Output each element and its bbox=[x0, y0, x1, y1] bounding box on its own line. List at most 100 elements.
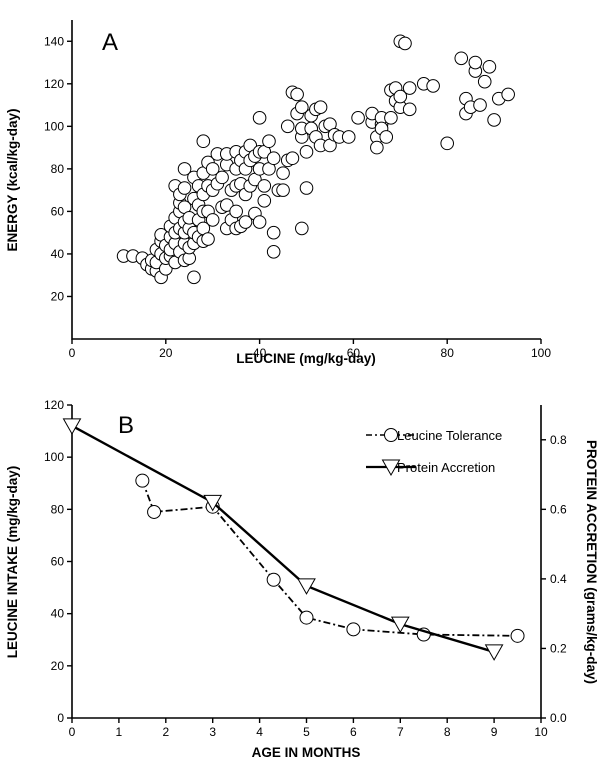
panel-a-x-tick-label: 0 bbox=[69, 346, 76, 360]
panel-a-x-tick-label: 20 bbox=[159, 346, 173, 360]
panel-b-label: B bbox=[118, 412, 134, 439]
panel-b-x-tick-label: 1 bbox=[116, 725, 123, 739]
panel-b-x-tick-label: 2 bbox=[162, 725, 169, 739]
scatter-point bbox=[187, 270, 201, 285]
panel-a-x-axis-label: LEUCINE (mg/kg-day) bbox=[236, 351, 376, 366]
panel-a-data-points bbox=[116, 34, 515, 285]
scatter-point bbox=[313, 100, 328, 114]
scatter-point bbox=[398, 36, 412, 51]
scatter-point bbox=[252, 215, 267, 229]
scatter-point bbox=[384, 111, 398, 125]
panel-b-left-y-ticks: 0 20 40 60 80 100 120 bbox=[44, 398, 72, 725]
panel-a-y-tick-label: 80 bbox=[51, 162, 65, 176]
scatter-point bbox=[454, 51, 469, 66]
scatter-point bbox=[440, 136, 455, 151]
scatter-point bbox=[295, 221, 309, 236]
scatter-point bbox=[266, 225, 281, 240]
scatter-point bbox=[257, 179, 272, 193]
panel-a-x-tick-label: 60 bbox=[347, 346, 361, 360]
scatter-point bbox=[426, 79, 440, 93]
panel-a-x-ticks: 0 20 40 60 80 100 bbox=[69, 339, 551, 360]
panel-a-scatter-chart: A 0 20 40 60 80 100 20 40 60 80 100 120 140 LEUCINE… bbox=[5, 20, 551, 366]
panel-a-y-tick-label: 60 bbox=[51, 204, 65, 218]
scatter-point bbox=[177, 162, 192, 176]
scatter-point bbox=[379, 130, 394, 144]
panel-b-x-tick-label: 7 bbox=[397, 725, 404, 739]
panel-a-y-tick-label: 20 bbox=[51, 289, 65, 303]
scatter-point bbox=[477, 74, 492, 89]
panel-b-right-y-axis-label: PROTEIN ACCRETION (grams/kg-day) bbox=[584, 440, 599, 684]
leucine-tolerance-point bbox=[299, 610, 314, 625]
panel-b-x-tick-label: 8 bbox=[444, 725, 451, 739]
scatter-point bbox=[205, 162, 220, 176]
panel-b-x-tick-label: 4 bbox=[256, 725, 263, 739]
scatter-point bbox=[215, 170, 229, 185]
panel-b-left-y-tick-label: 0 bbox=[57, 711, 64, 725]
panel-b-left-y-tick-label: 80 bbox=[51, 502, 65, 516]
panel-a-y-ticks: 20 40 60 80 100 120 140 bbox=[44, 34, 72, 303]
panel-a-y-axis-label: ENERGY (kcal/kg-day) bbox=[5, 108, 20, 251]
panel-b-x-tick-label: 3 bbox=[209, 725, 216, 739]
scatter-point bbox=[238, 215, 253, 229]
legend-leucine-tolerance-label: Leucine Tolerance bbox=[397, 428, 502, 443]
panel-b-x-tick-label: 10 bbox=[534, 725, 548, 739]
scatter-point bbox=[468, 55, 483, 70]
leucine-tolerance-point bbox=[346, 622, 361, 637]
panel-b-left-y-axis-label: LEUCINE INTAKE (mg/kg-day) bbox=[5, 466, 20, 659]
scatter-point bbox=[276, 166, 290, 180]
panel-a-label: A bbox=[102, 29, 118, 56]
panel-b-left-y-tick-label: 20 bbox=[51, 659, 65, 673]
panel-b-series bbox=[62, 418, 525, 661]
panel-b-right-y-tick-label: 0.8 bbox=[550, 433, 567, 447]
panel-a-y-tick-label: 100 bbox=[44, 119, 64, 133]
scatter-point bbox=[266, 245, 281, 259]
panel-b-x-tick-label: 0 bbox=[69, 725, 76, 739]
panel-b-right-y-ticks: 0.0 0.2 0.4 0.6 0.8 bbox=[541, 433, 567, 725]
panel-b-right-y-tick-label: 0.6 bbox=[550, 502, 567, 516]
panel-b-right-y-tick-label: 0.0 bbox=[550, 711, 567, 725]
panel-b-x-ticks: 0 1 2 3 4 5 6 7 8 9 10 bbox=[69, 718, 548, 739]
scatter-point bbox=[285, 151, 300, 166]
scatter-point bbox=[266, 151, 281, 166]
scatter-point bbox=[473, 98, 487, 112]
protein-accretion-point bbox=[484, 644, 504, 661]
panel-b-legend: Leucine Tolerance Protein Accretion bbox=[366, 428, 502, 477]
panel-a-y-tick-label: 40 bbox=[51, 247, 65, 261]
protein-accretion-point bbox=[62, 418, 82, 435]
scatter-point bbox=[219, 198, 234, 212]
panel-a-y-tick-label: 140 bbox=[44, 34, 64, 48]
scatter-point bbox=[229, 204, 243, 219]
scatter-point bbox=[370, 140, 384, 155]
scatter-point bbox=[501, 87, 515, 102]
panel-b-x-axis-label: AGE IN MONTHS bbox=[252, 745, 361, 760]
scatter-point bbox=[299, 145, 314, 159]
scatter-point bbox=[299, 181, 314, 195]
panel-b-right-y-tick-label: 0.4 bbox=[550, 572, 567, 586]
scatter-point bbox=[487, 113, 501, 127]
panel-a-y-tick-label: 120 bbox=[44, 77, 64, 91]
protein-accretion-point bbox=[203, 494, 223, 512]
scatter-point bbox=[252, 111, 267, 125]
legend-protein-accretion-marker bbox=[381, 459, 401, 477]
panel-b-axes bbox=[71, 405, 542, 719]
scatter-point bbox=[196, 134, 211, 149]
scatter-point bbox=[280, 119, 295, 134]
scatter-point bbox=[351, 111, 365, 125]
panel-b-x-tick-label: 6 bbox=[350, 725, 357, 739]
panel-b-left-y-tick-label: 40 bbox=[51, 607, 65, 621]
scatter-point bbox=[295, 100, 309, 114]
scatter-point bbox=[393, 89, 408, 104]
series-line-leucine-tolerance bbox=[141, 480, 518, 637]
protein-accretion-point bbox=[297, 578, 316, 595]
leucine-tolerance-point bbox=[266, 572, 281, 587]
scatter-point bbox=[402, 81, 417, 95]
leucine-tolerance-point bbox=[510, 628, 525, 643]
panel-b-x-tick-label: 9 bbox=[491, 725, 498, 739]
panel-b-x-tick-label: 5 bbox=[303, 725, 310, 739]
scatter-point bbox=[205, 213, 220, 227]
scatter-point bbox=[177, 181, 192, 195]
panel-a-x-tick-label: 80 bbox=[441, 346, 455, 360]
panel-a-x-tick-label: 40 bbox=[253, 346, 267, 360]
leucine-tolerance-point bbox=[147, 504, 162, 519]
